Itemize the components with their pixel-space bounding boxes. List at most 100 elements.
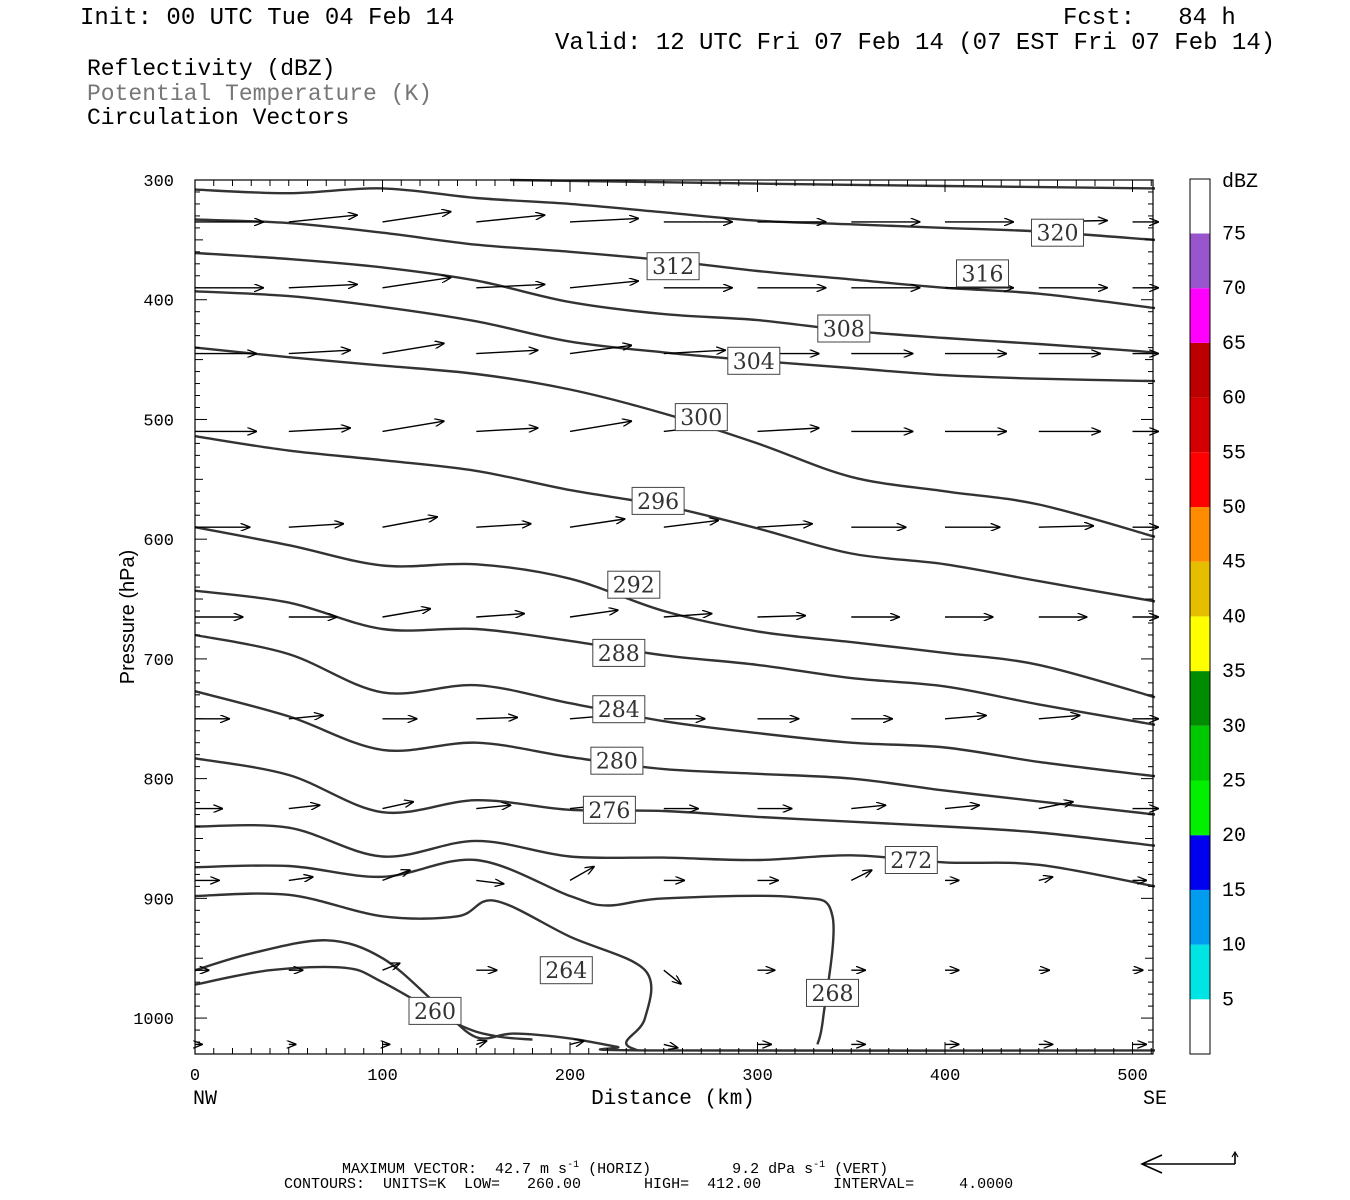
max-vector-label: MAXIMUM VECTOR: — [342, 1161, 478, 1178]
contour-288 — [194, 589, 1156, 726]
colorbar-segment — [1190, 944, 1210, 1000]
contour-label-box — [592, 695, 646, 724]
contour-label-box — [592, 638, 646, 667]
contour-268 — [194, 858, 835, 1045]
y-tick-label: 900 — [143, 891, 174, 910]
contour-284 — [194, 633, 1156, 778]
contour-label: 320 — [1031, 218, 1084, 247]
wind-vector — [1038, 802, 1073, 810]
theta-contours — [194, 178, 1156, 1052]
colorbar-level-label: 10 — [1222, 935, 1246, 958]
contour-label-box — [607, 570, 661, 599]
colorbar-segment — [1190, 288, 1210, 343]
wind-vector — [850, 870, 871, 882]
field-label-circulation-vectors: Circulation Vectors — [87, 105, 350, 131]
wind-vector — [569, 519, 624, 528]
contour-label-text: 312 — [652, 255, 694, 280]
wind-vector — [382, 212, 451, 223]
wind-vector — [944, 805, 979, 808]
colorbar-level-label: 20 — [1222, 825, 1246, 848]
wind-vector — [476, 215, 544, 223]
wind-vector — [663, 1044, 678, 1047]
wind-vector — [288, 284, 357, 287]
plot-frame — [194, 179, 1154, 1055]
contour-label-text: 288 — [598, 642, 640, 667]
wind-vector — [382, 517, 437, 528]
contour-label: 284 — [592, 695, 646, 724]
colorbar-level-label: 35 — [1222, 661, 1246, 684]
wind-vector — [288, 350, 350, 353]
contour-296 — [194, 435, 1156, 603]
y-tick-label: 800 — [143, 772, 174, 791]
contour-276 — [194, 757, 1156, 847]
contour-label: 296 — [631, 486, 685, 515]
forecast-hour: Fcst: 84 h — [1063, 5, 1236, 32]
valid-time: Valid: 12 UTC Fri 07 Feb 14 (07 EST Fri … — [555, 30, 1276, 57]
contour-label-box — [582, 795, 636, 824]
axis-labels: 0 100 200 300 400 500 300 400 500 600 700 800 900 100… — [117, 173, 1167, 1111]
colorbar-level-label: 25 — [1222, 771, 1246, 794]
colorbar-segment — [1190, 452, 1210, 507]
colorbar-frame — [1189, 178, 1211, 1055]
x-tick-label: 100 — [367, 1067, 398, 1086]
contour-label-text: 300 — [680, 406, 722, 431]
y-tick-label: 500 — [143, 413, 174, 432]
x-tick-label: 0 — [190, 1067, 200, 1086]
wind-vector — [476, 805, 510, 808]
contour-label-text: 292 — [613, 574, 655, 599]
vert-exponent: -1 — [813, 1160, 826, 1171]
horiz-exponent: -1 — [567, 1160, 580, 1171]
wind-vector — [757, 428, 819, 431]
contour-260 — [194, 939, 1156, 1052]
wind-vector — [569, 345, 631, 355]
x-tick-label: 500 — [1117, 1067, 1148, 1086]
wind-vector — [476, 284, 544, 287]
y-tick-label: 600 — [143, 532, 174, 551]
x-tick-label: 200 — [555, 1067, 586, 1086]
contour-label-box — [1031, 218, 1084, 247]
wind-vector — [476, 880, 503, 883]
contour-label: 292 — [607, 570, 661, 599]
contour-label: 308 — [817, 314, 871, 343]
max-vector-horiz: 42.7 m s — [495, 1161, 568, 1178]
x-end-label-nw: NW — [193, 1088, 217, 1111]
circulation-vectors — [195, 212, 1158, 1048]
wind-vector — [569, 421, 631, 433]
x-tick-label: 400 — [930, 1067, 961, 1086]
colorbar-level-label: 30 — [1222, 716, 1246, 739]
horiz-unit: (HORIZ) — [588, 1161, 652, 1178]
colorbar: 5 10 15 20 25 30 35 40 45 50 55 60 65 70 75 dBZ — [1189, 171, 1258, 1055]
colorbar-segment — [1190, 780, 1210, 836]
contour-label-text: 272 — [890, 849, 932, 874]
reference-vector-arrow — [1140, 1150, 1239, 1174]
contour-label-text: 320 — [1037, 222, 1079, 247]
y-axis-title: Pressure (hPa) — [117, 550, 139, 685]
wind-vector — [288, 215, 357, 223]
wind-vector — [569, 1041, 584, 1044]
colorbar-level-label: 50 — [1222, 497, 1246, 520]
wind-vector — [476, 350, 537, 353]
contour-label-text: 280 — [596, 750, 638, 775]
wind-vector — [476, 614, 524, 617]
contour-label-text: 264 — [545, 959, 587, 984]
wind-vector — [757, 616, 806, 617]
field-label-reflectivity: Reflectivity (dBZ) — [87, 56, 336, 82]
colorbar-level-label: 55 — [1222, 442, 1246, 465]
colorbar-level-label: 40 — [1222, 606, 1246, 629]
contour-272 — [194, 823, 1156, 888]
contour-label-text: 304 — [733, 350, 775, 375]
contour-308 — [194, 251, 1156, 354]
contour-label-box — [646, 252, 700, 281]
y-tick-label: 700 — [143, 652, 174, 671]
colorbar-level-label: 5 — [1222, 989, 1234, 1012]
x-axis-title: Distance (km) — [591, 1088, 755, 1111]
contour-264 — [194, 892, 653, 1052]
wind-vector — [569, 610, 618, 618]
colorbar-segment — [1190, 889, 1210, 945]
contour-label-box — [727, 346, 781, 375]
wind-vector — [1038, 526, 1093, 527]
contour-label: 272 — [884, 846, 938, 874]
contour-label-text: 308 — [823, 318, 865, 343]
colorbar-segment — [1190, 342, 1210, 398]
wind-vector — [476, 524, 530, 527]
